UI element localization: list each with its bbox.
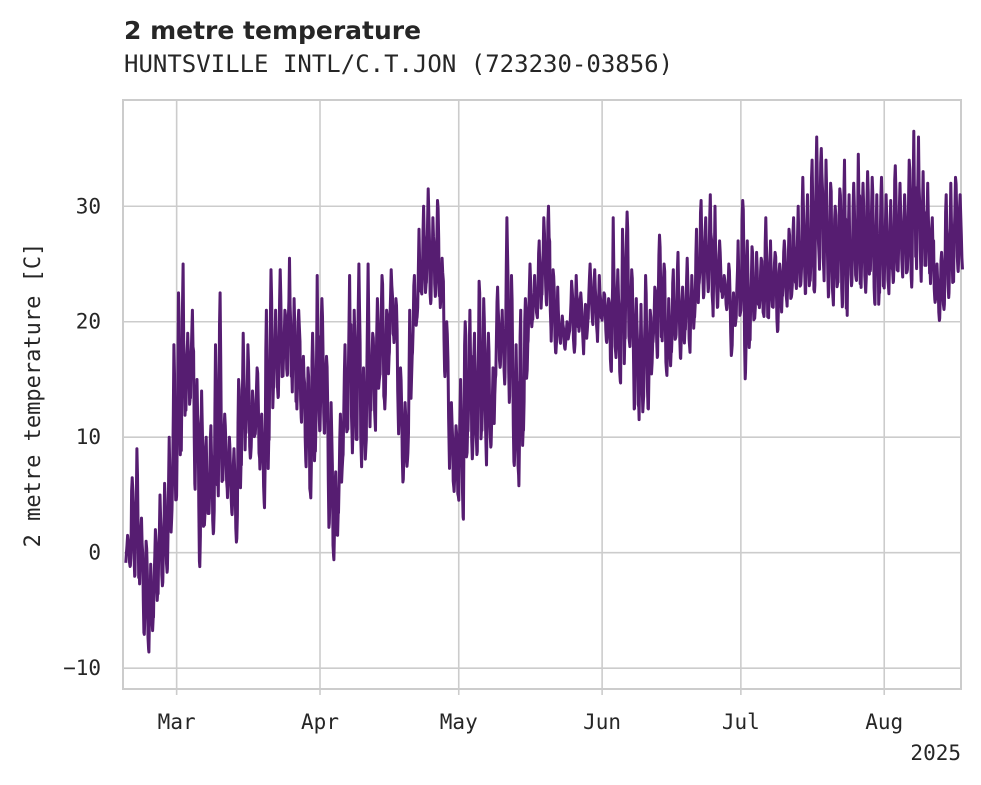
temperature-line xyxy=(124,129,964,654)
y-tick-label: 30 xyxy=(76,194,101,218)
y-tick-labels: −10 0 10 20 30 xyxy=(63,194,101,680)
series-layer xyxy=(124,129,964,654)
x-gridlines xyxy=(175,100,886,695)
y-tick-label: −10 xyxy=(63,656,101,680)
y-tick-label: 20 xyxy=(76,310,101,334)
x-year-label: 2025 xyxy=(910,741,961,765)
plot-frame xyxy=(122,99,962,690)
y-axis-label: 2 metre temperature [C] xyxy=(21,243,46,548)
y-tick-label: 10 xyxy=(76,425,101,449)
y-tick-label: 0 xyxy=(88,541,101,565)
x-tick-labels: Mar Apr May Jun Jul Aug xyxy=(158,710,904,734)
x-tick-label: Jun xyxy=(583,710,621,734)
x-tick-label: May xyxy=(440,710,478,734)
x-tick-label: Jul xyxy=(722,710,760,734)
chart-subtitle: HUNTSVILLE INTL/C.T.JON (723230-03856) xyxy=(124,50,674,78)
x-tick-label: Aug xyxy=(865,710,903,734)
chart-title: 2 metre temperature xyxy=(124,16,422,45)
x-tick-label: Apr xyxy=(301,710,339,734)
x-tick-label: Mar xyxy=(158,710,196,734)
